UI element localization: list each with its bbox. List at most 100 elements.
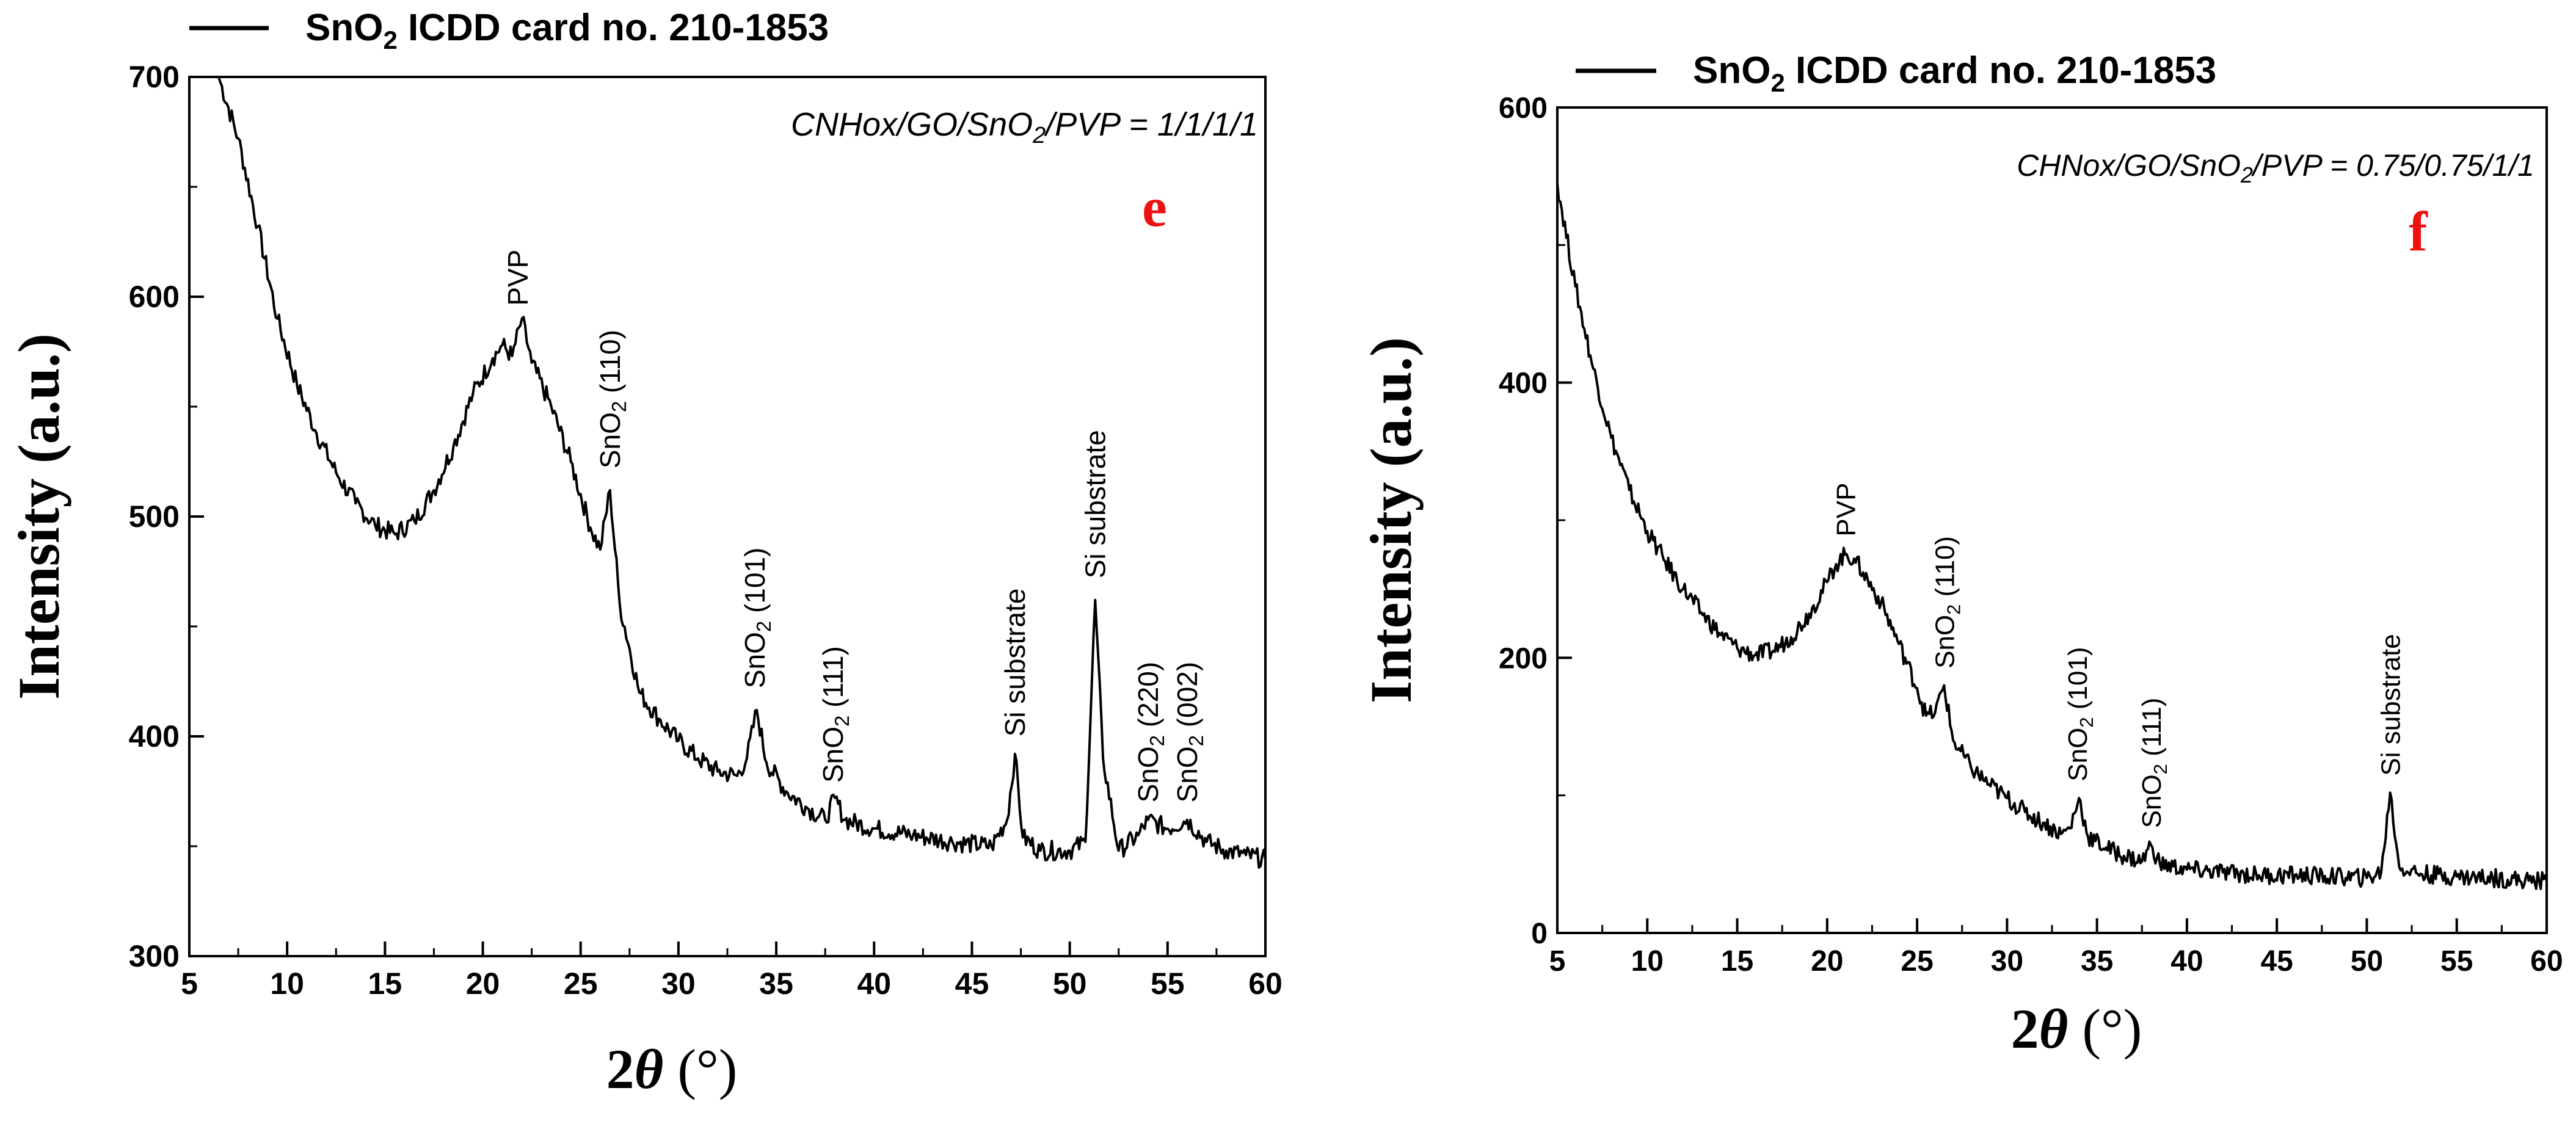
- peak-label-main: SnO: [2063, 728, 2093, 782]
- plot-frame-f: [1556, 106, 2548, 934]
- y-tick-label: 600: [129, 280, 180, 314]
- y-axis-title-f: Intensity (a.u.): [1358, 337, 1424, 703]
- peak-label-sub: 2: [608, 401, 630, 412]
- peak-label: SnO2 (220): [1132, 662, 1168, 803]
- legend-label-f: SnO2 ICDD card no. 210-1853: [1693, 49, 2216, 97]
- peak-label: SnO2 (101): [739, 548, 775, 689]
- x-tick-label: 20: [1811, 945, 1843, 978]
- x-title-theta: θ: [2039, 998, 2068, 1060]
- peak-label: Si substrate: [2376, 634, 2406, 775]
- x-tick-label: 45: [2260, 945, 2293, 978]
- peak-label-sub: 2: [831, 716, 853, 727]
- peak-label-tail: (111): [2137, 698, 2167, 764]
- x-tick-label: 55: [2440, 945, 2473, 978]
- peak-label-main: SnO: [594, 412, 626, 468]
- y-tick-label: 0: [1531, 918, 1548, 950]
- legend-label-main: SnO: [305, 7, 383, 49]
- x-title-unit: (°): [2068, 998, 2142, 1060]
- x-tick-label: 25: [1901, 945, 1933, 978]
- y-tick-label: 500: [129, 499, 180, 534]
- legend-label-tail: ICDD card no. 210-1853: [398, 7, 829, 49]
- peak-label-main: SnO: [817, 727, 849, 783]
- y-tick-label: 400: [1499, 368, 1548, 400]
- peak-label: Si substrate: [999, 588, 1031, 736]
- x-tick-label: 60: [1248, 967, 1283, 1001]
- x-tick-label: 15: [368, 967, 402, 1001]
- y-tick-label: 300: [129, 939, 180, 973]
- x-tick-label: 30: [661, 967, 696, 1001]
- legend-label-e: SnO2 ICDD card no. 210-1853: [305, 7, 829, 54]
- peak-label: SnO2 (111): [817, 646, 853, 783]
- peak-label-main: PVP: [502, 250, 534, 306]
- panel-e: SnO2 ICDD card no. 210-1853 300400500600…: [6, 7, 1283, 1100]
- composition-sub: 2: [2240, 162, 2253, 187]
- composition-tail: /PVP = 1/1/1/1: [1043, 106, 1258, 143]
- x-axis-title-e: 2θ (°): [606, 1038, 738, 1100]
- xrd-trace-e: [217, 76, 1267, 869]
- x-tick-label: 55: [1151, 967, 1185, 1001]
- xrd-trace-f: [1556, 183, 2548, 890]
- y-tick-label: 600: [1499, 92, 1548, 125]
- legend-label-tail: ICDD card no. 210-1853: [1785, 49, 2216, 92]
- peak-label: PVP: [1831, 483, 1861, 537]
- peak-label-sub: 2: [1943, 604, 1964, 615]
- peak-label-tail: (101): [2063, 647, 2093, 717]
- x-tick-label: 45: [955, 967, 989, 1001]
- x-tick-label: 50: [1053, 967, 1087, 1001]
- peak-label-main: SnO: [1132, 746, 1164, 802]
- peak-label-main: SnO: [2137, 774, 2167, 828]
- x-tick-label: 35: [759, 967, 793, 1001]
- peak-label-tail: (220): [1132, 662, 1164, 735]
- peak-label: SnO2 (110): [1930, 536, 1964, 669]
- legend-label-sub: 2: [1770, 68, 1785, 97]
- x-tick-label: 40: [857, 967, 891, 1001]
- peak-label: Si substrate: [1079, 430, 1111, 578]
- composition-main: CHNox/GO/SnO: [2017, 148, 2241, 183]
- x-ticks-e: 5 10 15 20 25 30 35 40 45 50 55 60: [181, 941, 1283, 1001]
- y-ticks-f: 0 200 400 600: [1499, 92, 1572, 950]
- x-tick-label: 35: [2081, 945, 2113, 978]
- composition-main: CNHox/GO/SnO: [791, 106, 1033, 143]
- peak-label-main: Si substrate: [2376, 634, 2406, 775]
- peak-label-sub: 2: [1185, 735, 1207, 746]
- x-tick-label: 50: [2351, 945, 2383, 978]
- x-tick-label: 5: [181, 967, 198, 1001]
- legend-label-sub: 2: [383, 26, 397, 54]
- y-tick-label: 700: [129, 60, 180, 94]
- legend-label-main: SnO: [1693, 49, 1770, 92]
- composition-label-f: CHNox/GO/SnO2/PVP = 0.75/0.75/1/1: [2017, 148, 2534, 187]
- x-tick-label: 60: [2530, 945, 2563, 978]
- peak-label-main: PVP: [1831, 483, 1861, 537]
- x-tick-label: 10: [1631, 945, 1664, 978]
- composition-tail: /PVP = 0.75/0.75/1/1: [2251, 148, 2534, 183]
- y-axis-title-e: Intensity (a.u.): [6, 333, 71, 700]
- peak-label-sub: 2: [2076, 717, 2097, 727]
- peak-label-tail: (002): [1171, 662, 1203, 735]
- peak-label-tail: (111): [817, 646, 849, 715]
- x-tick-label: 25: [564, 967, 598, 1001]
- peak-label-main: SnO: [739, 632, 771, 688]
- x-title-main: 2: [2011, 998, 2039, 1060]
- peak-label-main: Si substrate: [999, 588, 1031, 736]
- x-tick-label: 20: [466, 967, 500, 1001]
- x-title-theta: θ: [635, 1038, 664, 1100]
- peak-label-sub: 2: [1146, 735, 1168, 746]
- peak-label: SnO2 (002): [1171, 662, 1207, 803]
- composition-sub: 2: [1032, 123, 1046, 148]
- x-tick-label: 5: [1549, 945, 1566, 978]
- peak-label-sub: 2: [2150, 764, 2171, 774]
- x-title-unit: (°): [663, 1038, 737, 1100]
- y-tick-label: 200: [1499, 642, 1548, 675]
- composition-label-e: CNHox/GO/SnO2/PVP = 1/1/1/1: [791, 106, 1258, 148]
- peak-label: SnO2 (111): [2137, 698, 2171, 829]
- y-tick-label: 400: [129, 719, 180, 753]
- peak-label-sub: 2: [752, 621, 775, 632]
- peak-label-tail: (110): [594, 330, 626, 401]
- peak-label-tail: (101): [739, 548, 771, 621]
- peak-label-main: SnO: [1171, 746, 1203, 802]
- peak-label-tail: (110): [1930, 536, 1960, 604]
- x-title-main: 2: [606, 1038, 635, 1100]
